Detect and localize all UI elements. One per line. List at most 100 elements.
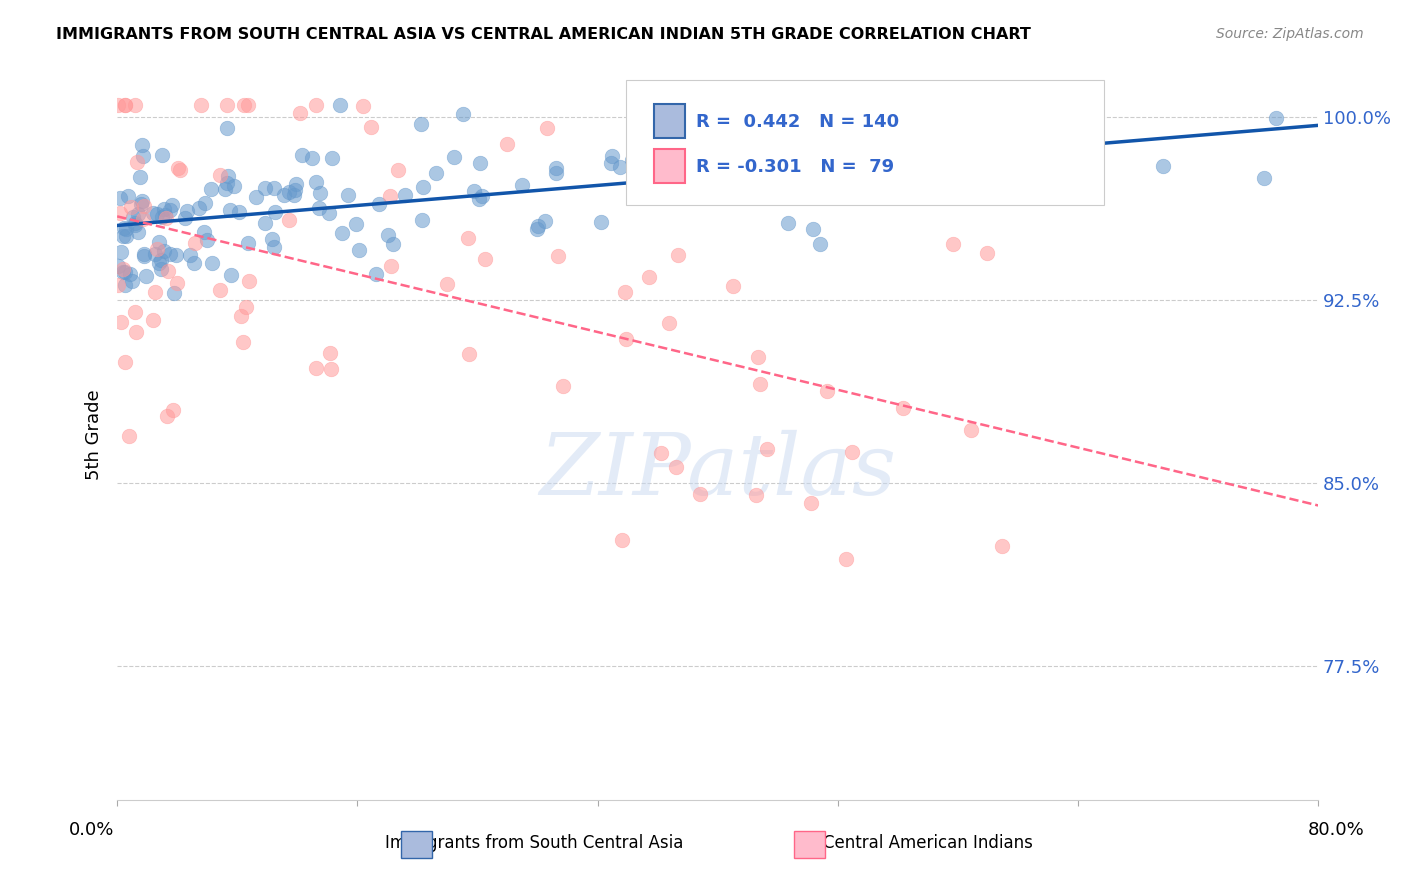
Point <box>214 181 236 195</box>
Point <box>544 161 567 176</box>
Point <box>766 175 789 189</box>
Point <box>589 215 612 229</box>
Point <box>124 305 146 319</box>
Point <box>228 204 250 219</box>
Point <box>142 206 165 220</box>
Point <box>115 222 138 236</box>
Point <box>686 131 709 145</box>
Point <box>142 313 165 327</box>
Point <box>884 132 907 146</box>
Point <box>436 277 458 291</box>
Point <box>998 116 1021 130</box>
Point <box>118 429 141 443</box>
Point <box>132 199 155 213</box>
Point <box>637 269 659 284</box>
Point <box>394 188 416 202</box>
Point <box>412 180 434 194</box>
Point <box>1265 111 1288 125</box>
Point <box>176 203 198 218</box>
Point <box>815 384 838 398</box>
Point <box>612 533 634 547</box>
Point <box>467 192 489 206</box>
Point <box>132 249 155 263</box>
Point <box>360 120 382 134</box>
Point <box>526 221 548 235</box>
Point <box>114 355 136 369</box>
Point <box>229 310 252 324</box>
Point <box>260 232 283 246</box>
Text: ZIPatlas: ZIPatlas <box>538 430 896 512</box>
Point <box>127 154 149 169</box>
Point <box>602 148 624 162</box>
Point <box>224 179 246 194</box>
Point <box>411 117 433 131</box>
Point <box>337 188 360 202</box>
Point <box>132 211 155 226</box>
Point <box>380 189 402 203</box>
Point <box>1010 98 1032 112</box>
Point <box>976 245 998 260</box>
Point <box>235 300 257 314</box>
Point <box>238 274 260 288</box>
Point <box>991 539 1014 553</box>
Point <box>149 261 172 276</box>
Point <box>117 189 139 203</box>
Text: R = -0.301   N =  79: R = -0.301 N = 79 <box>696 158 894 176</box>
Point <box>627 98 650 112</box>
Point <box>748 376 770 391</box>
Point <box>658 316 681 330</box>
Point <box>283 188 305 202</box>
Point <box>321 151 343 165</box>
Point <box>125 325 148 339</box>
Point <box>533 213 555 227</box>
Point <box>665 459 688 474</box>
Point <box>387 163 409 178</box>
Point <box>377 228 399 243</box>
Point <box>366 267 388 281</box>
Point <box>800 496 823 510</box>
Point <box>111 264 134 278</box>
Point <box>471 188 494 202</box>
Point <box>993 161 1015 175</box>
Point <box>143 285 166 299</box>
Point <box>238 98 260 112</box>
Point <box>218 202 240 217</box>
Point <box>747 350 769 364</box>
Point <box>347 243 370 257</box>
Point <box>277 186 299 200</box>
Point <box>132 148 155 162</box>
Point <box>451 107 474 121</box>
Point <box>193 225 215 239</box>
Point <box>155 208 177 222</box>
Point <box>114 265 136 279</box>
Point <box>114 98 136 112</box>
Point <box>150 148 173 162</box>
Point <box>245 190 267 204</box>
Point <box>609 161 631 175</box>
Point <box>174 211 197 225</box>
Point <box>304 175 326 189</box>
Point <box>263 239 285 253</box>
Point <box>107 98 129 112</box>
Point <box>194 195 217 210</box>
Point <box>150 210 173 224</box>
Point <box>1152 159 1174 173</box>
Point <box>309 186 332 200</box>
Text: Source: ZipAtlas.com: Source: ZipAtlas.com <box>1216 27 1364 41</box>
Point <box>215 176 238 190</box>
Point <box>153 202 176 216</box>
Point <box>162 403 184 417</box>
Point <box>114 278 136 293</box>
Point <box>745 488 768 502</box>
Point <box>463 184 485 198</box>
Point <box>801 190 824 204</box>
Point <box>124 98 146 112</box>
Point <box>110 314 132 328</box>
Point <box>253 216 276 230</box>
Point <box>666 248 689 262</box>
Point <box>129 196 152 211</box>
Point <box>808 237 831 252</box>
Point <box>845 120 868 135</box>
Point <box>411 213 433 227</box>
Point <box>153 244 176 258</box>
